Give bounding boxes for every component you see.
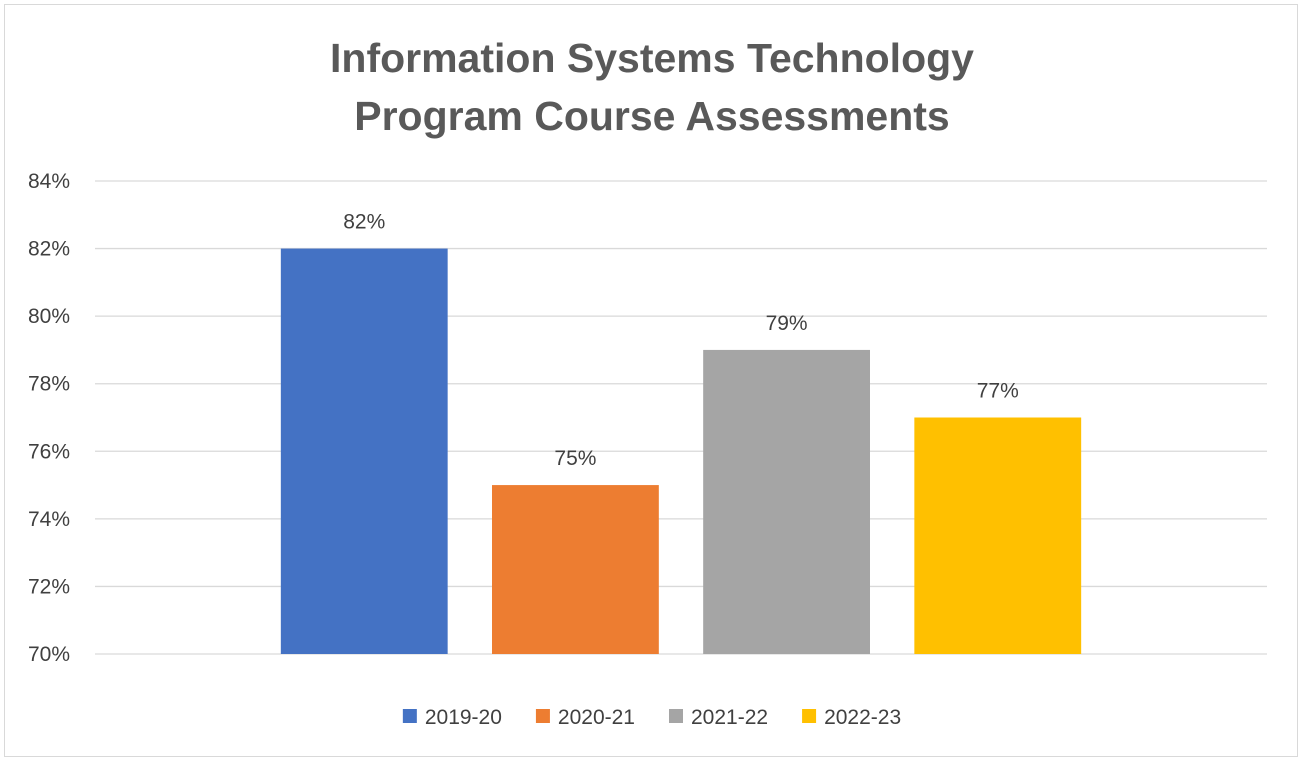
data-label: 77% <box>977 380 1019 403</box>
legend-swatch <box>402 709 417 723</box>
gridlines <box>95 180 1267 655</box>
y-tick-label: 74% <box>28 508 70 531</box>
chart-title-line-1: Information Systems Technology <box>330 35 974 81</box>
legend-swatch <box>802 709 817 723</box>
y-tick-label: 70% <box>28 643 70 666</box>
y-tick-label: 82% <box>28 238 70 261</box>
chart-title-line-2: Program Course Assessments <box>354 93 950 139</box>
legend-label: 2019-20 <box>425 706 502 729</box>
bar-2020-21 <box>492 485 659 654</box>
bar-2022-23 <box>914 417 1082 654</box>
y-tick-label: 76% <box>28 440 70 463</box>
data-labels: 82% 75% 79% 77% <box>343 211 1019 471</box>
bar-2019-20 <box>280 248 448 655</box>
legend-label: 2020-21 <box>558 706 635 729</box>
chart-title: Information Systems Technology Program C… <box>330 35 974 139</box>
legend-swatch <box>669 709 683 723</box>
y-tick-label: 72% <box>28 575 70 598</box>
y-tick-label: 80% <box>28 305 70 328</box>
legend-swatch <box>535 709 550 723</box>
legend-label: 2022-23 <box>824 706 901 729</box>
y-tick-label: 78% <box>28 373 70 396</box>
data-label: 75% <box>554 447 596 470</box>
bar-2021-22 <box>703 349 870 654</box>
y-tick-label: 84% <box>28 170 70 193</box>
bars <box>280 248 1082 655</box>
data-label: 82% <box>343 211 385 234</box>
legend-label: 2021-22 <box>691 706 768 729</box>
y-axis-tick-labels: 70% 72% 74% 76% 78% 80% 82% 84% <box>28 170 70 666</box>
data-label: 79% <box>766 312 808 335</box>
legend: 2019-20 2020-21 2021-22 2022-23 <box>402 706 901 729</box>
